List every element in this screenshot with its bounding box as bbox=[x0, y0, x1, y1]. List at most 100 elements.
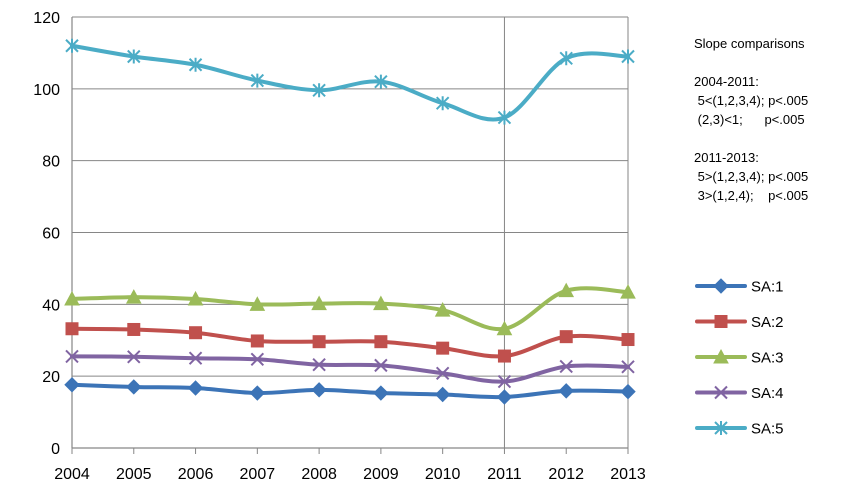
legend-swatch-marker bbox=[713, 278, 729, 294]
x-tick-label: 2004 bbox=[54, 466, 90, 483]
data-point bbox=[127, 322, 141, 336]
data-point bbox=[435, 366, 450, 381]
data-point bbox=[621, 360, 635, 374]
annotation-line bbox=[694, 129, 844, 148]
legend-swatch-marker bbox=[714, 315, 728, 328]
data-point bbox=[496, 320, 513, 336]
data-point bbox=[312, 357, 326, 372]
gridlines bbox=[72, 16, 629, 448]
x-tick-label: 2006 bbox=[178, 466, 214, 483]
series-sa1 bbox=[64, 377, 636, 405]
data-point bbox=[125, 289, 142, 304]
series-sa5 bbox=[65, 38, 635, 125]
series-line-sa4 bbox=[70, 354, 630, 384]
slope-comparisons-note: Slope comparisons 2004-2011: 5<(1,2,3,4)… bbox=[694, 34, 844, 205]
legend-item-sa4: SA:4 bbox=[695, 385, 784, 402]
y-tick-label: 120 bbox=[33, 10, 60, 27]
data-point bbox=[374, 74, 388, 89]
legend-label: SA:3 bbox=[751, 350, 784, 367]
annotation-line bbox=[694, 53, 844, 72]
data-point bbox=[497, 374, 512, 389]
data-point bbox=[65, 322, 79, 336]
annotation-line: 2004-2011: bbox=[694, 74, 759, 89]
x-tick-label: 2012 bbox=[548, 466, 584, 483]
series-sa3 bbox=[64, 282, 636, 336]
data-point bbox=[187, 380, 204, 396]
legend-label: SA:2 bbox=[751, 314, 784, 331]
data-point bbox=[434, 302, 451, 317]
annotation-line: 3>(1,2,4); p<.005 bbox=[694, 188, 809, 203]
x-tick-label: 2005 bbox=[116, 466, 152, 483]
data-point bbox=[65, 349, 79, 364]
data-point bbox=[250, 334, 264, 348]
data-point bbox=[373, 385, 389, 401]
data-point bbox=[188, 351, 203, 365]
data-point bbox=[312, 83, 326, 98]
x-tick-label: 2013 bbox=[610, 466, 646, 483]
data-point bbox=[559, 359, 573, 374]
series-sa2 bbox=[65, 322, 635, 363]
legend-label: SA:5 bbox=[751, 421, 784, 438]
data-point bbox=[126, 379, 142, 395]
legend-item-sa5: SA:5 bbox=[695, 421, 784, 438]
data-point bbox=[373, 295, 389, 311]
annotation-line: Slope comparisons bbox=[694, 36, 805, 51]
legend-label: SA:1 bbox=[751, 279, 784, 296]
data-point bbox=[311, 382, 327, 398]
axes bbox=[71, 17, 629, 454]
data-point bbox=[187, 290, 204, 306]
series-line-sa2 bbox=[70, 326, 630, 359]
data-point bbox=[64, 377, 80, 393]
series-group bbox=[64, 38, 636, 405]
y-tick-label: 40 bbox=[42, 297, 60, 314]
y-axis-tick-labels: 0 20 40 60 80 100 120 bbox=[33, 10, 60, 458]
legend-swatch-marker bbox=[714, 385, 728, 400]
legend-label: SA:4 bbox=[751, 385, 784, 402]
data-point bbox=[620, 284, 636, 299]
x-tick-label: 2011 bbox=[487, 466, 522, 483]
data-point bbox=[249, 385, 266, 401]
x-tick-label: 2009 bbox=[363, 466, 399, 483]
data-point bbox=[312, 335, 326, 349]
data-point bbox=[435, 96, 450, 111]
data-point bbox=[374, 335, 388, 349]
legend-swatch-marker bbox=[713, 348, 729, 364]
legend: SA:1 SA:2 SA:3 SA:4 SA:5 bbox=[695, 278, 784, 438]
annotation-line: 2011-2013: bbox=[694, 150, 759, 165]
data-point bbox=[558, 383, 574, 399]
data-point bbox=[189, 326, 203, 340]
data-point bbox=[620, 383, 636, 400]
data-point bbox=[311, 295, 327, 311]
legend-item-sa1: SA:1 bbox=[695, 278, 784, 296]
x-axis-tick-labels: 2004 2005 2006 2007 2008 2009 2010 2011 2012 2013 bbox=[54, 466, 646, 483]
y-tick-label: 0 bbox=[51, 441, 60, 458]
legend-item-sa2: SA:2 bbox=[695, 314, 784, 331]
data-point bbox=[127, 350, 141, 364]
annotation-line: 5>(1,2,3,4); p<.005 bbox=[694, 169, 809, 184]
y-tick-label: 100 bbox=[33, 82, 60, 99]
data-point bbox=[249, 296, 266, 311]
y-tick-label: 60 bbox=[42, 226, 60, 243]
data-point bbox=[497, 349, 511, 363]
series-line-sa5 bbox=[70, 43, 630, 122]
data-point bbox=[497, 110, 512, 125]
data-point bbox=[374, 358, 388, 373]
data-point bbox=[621, 49, 635, 64]
x-tick-label: 2008 bbox=[301, 466, 337, 483]
legend-swatch-marker bbox=[714, 421, 728, 435]
y-tick-label: 20 bbox=[42, 369, 60, 386]
data-point bbox=[250, 73, 265, 88]
annotation-line: 5<(1,2,3,4); p<.005 bbox=[694, 93, 809, 108]
data-point bbox=[65, 38, 79, 53]
data-point bbox=[188, 57, 203, 72]
data-point bbox=[496, 389, 513, 405]
data-point bbox=[436, 341, 450, 355]
data-point bbox=[64, 290, 80, 306]
data-point bbox=[621, 333, 635, 347]
x-tick-label: 2007 bbox=[240, 466, 276, 483]
x-tick-label: 2010 bbox=[425, 466, 461, 483]
data-point bbox=[250, 352, 265, 366]
series-line-sa1 bbox=[70, 382, 630, 400]
y-tick-label: 80 bbox=[42, 154, 60, 171]
annotation-line: (2,3)<1; p<.005 bbox=[694, 112, 805, 127]
